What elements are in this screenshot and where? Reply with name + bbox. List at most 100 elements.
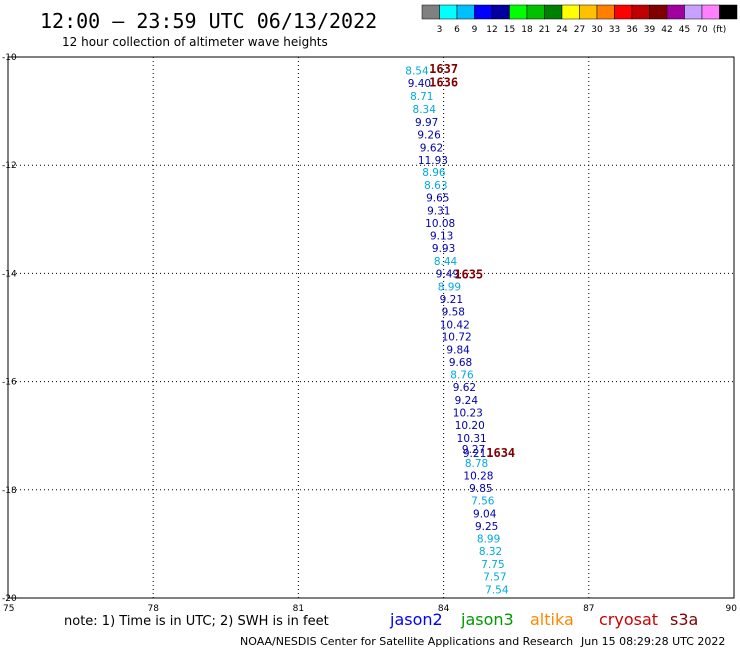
colorbar-label: 45 (679, 25, 690, 35)
legend-item-s3a: s3a (670, 610, 698, 629)
satellite-legend: jason2 jason3 altika cryosat s3a (389, 610, 698, 629)
wave-height-label: 9.68 (449, 357, 472, 369)
wave-height-label: 9.25 (475, 521, 498, 533)
pass-time-label: 1635 (454, 267, 483, 281)
colorbar-swatch (544, 4, 563, 20)
wave-height-label: 8.78 (465, 458, 488, 470)
wave-height-label: 8.99 (438, 281, 461, 293)
wave-height-label: 8.54 (405, 66, 429, 78)
wave-height-label: 10.20 (455, 420, 485, 432)
wave-height-label: 9.26 (417, 129, 441, 141)
legend-item-cryosat: cryosat (599, 610, 658, 629)
footer-timestamp: Jun 15 08:29:28 UTC 2022 (580, 635, 725, 648)
legend-item-altika: altika (530, 610, 574, 629)
colorbar-label: 33 (609, 25, 620, 35)
wave-height-label: 9.04 (473, 509, 497, 521)
y-tick-label: -14 (2, 269, 17, 279)
colorbar-label: 42 (661, 25, 672, 35)
colorbar-swatch (561, 4, 580, 20)
wave-height-label: 8.44 (434, 256, 458, 268)
wave-height-label: 8.76 (450, 370, 474, 382)
wave-height-label: 10.28 (463, 471, 493, 483)
wave-height-label: 7.54 (485, 584, 509, 596)
wave-height-label: 9.24 (455, 395, 479, 407)
wave-height-label: 9.13 (430, 231, 453, 243)
wave-height-label: 9.40 (408, 78, 431, 90)
colorbar-swatch (456, 4, 475, 20)
legend-item-jason2: jason2 (389, 610, 443, 629)
x-tick-label: 87 (583, 604, 594, 614)
wave-height-label: 9.21 (440, 294, 463, 306)
wave-height-label: 8.32 (479, 546, 502, 558)
pass-time-label: 1634 (486, 446, 515, 460)
colorbar-legend: 3 6 9 12 15 18 21 24 27 30 33 36 39 42 45 70 (ft) (421, 4, 738, 35)
wave-height-label: 10.23 (453, 407, 483, 419)
colorbar-swatch (649, 4, 668, 20)
wave-height-label: 10.31 (457, 433, 487, 445)
wave-height-label: 9.84 (446, 345, 470, 357)
y-axis-ticks: -10 -12 -14 -16 -18 -20 (2, 53, 17, 604)
note-text: note: 1) Time is in UTC; 2) SWH is in fe… (64, 614, 329, 629)
colorbar-swatch (421, 4, 440, 20)
wave-height-label: 8.96 (422, 167, 446, 179)
data-points: 8.549.408.718.349.979.269.6211.938.968.6… (405, 66, 509, 597)
x-tick-label: 90 (726, 604, 738, 614)
colorbar-swatch (596, 4, 615, 20)
colorbar-swatch (509, 4, 528, 20)
colorbar-label: 9 (472, 25, 478, 35)
wave-height-label: 9.65 (426, 193, 449, 205)
chart-title: 12:00 – 23:59 UTC 06/13/2022 (40, 9, 377, 33)
colorbar-swatch (701, 4, 720, 20)
pass-time-label: 1637 (429, 62, 458, 76)
colorbar-label: 24 (556, 25, 568, 35)
footer-credit: NOAA/NESDIS Center for Satellite Applica… (240, 635, 573, 648)
wave-height-label: 9.58 (442, 306, 465, 318)
colorbar-swatch (579, 4, 598, 20)
colorbar-swatch (491, 4, 510, 20)
wave-height-label: 9.31 (427, 206, 450, 218)
colorbar-swatch (439, 4, 458, 20)
colorbar-label: 6 (454, 25, 460, 35)
y-tick-label: -16 (2, 378, 17, 388)
colorbar-swatch (474, 4, 493, 20)
x-axis-ticks: 75 78 81 84 87 90 (3, 604, 737, 614)
colorbar-swatch (666, 4, 685, 20)
colorbar-label: 12 (486, 25, 497, 35)
x-tick-label: 75 (3, 604, 14, 614)
wave-height-label: 8.71 (410, 91, 433, 103)
colorbar-label: 21 (539, 25, 550, 35)
wave-height-label: 10.42 (440, 319, 470, 331)
wave-height-label: 9.27 (462, 444, 485, 456)
wave-height-label: 9.93 (432, 243, 455, 255)
wave-height-label: 9.49 (436, 268, 459, 280)
pass-time-label: 1636 (429, 75, 458, 89)
wave-height-label: 7.57 (483, 571, 506, 583)
wave-height-label: 8.34 (413, 104, 437, 116)
colorbar-label: 27 (574, 25, 585, 35)
wave-height-label: 9.97 (415, 117, 438, 129)
colorbar-swatch (526, 4, 545, 20)
legend-item-jason3: jason3 (460, 610, 514, 629)
wave-height-label: 10.08 (425, 218, 455, 230)
colorbar-label: 3 (437, 25, 443, 35)
colorbar-label: 30 (591, 25, 603, 35)
wave-height-label: 8.99 (477, 533, 500, 545)
x-tick-label: 84 (438, 604, 450, 614)
colorbar-label: (ft) (713, 25, 727, 35)
wave-height-label: 9.85 (469, 483, 492, 495)
wave-height-label: 8.63 (424, 180, 447, 192)
colorbar-swatch (684, 4, 703, 20)
chart-subtitle: 12 hour collection of altimeter wave hei… (62, 35, 328, 49)
colorbar-swatch (614, 4, 633, 20)
colorbar-swatch (631, 4, 650, 20)
wave-height-label: 9.62 (453, 382, 476, 394)
wave-height-label: 10.72 (442, 332, 472, 344)
y-tick-label: -18 (2, 486, 17, 496)
wave-height-label: 9.62 (420, 142, 443, 154)
y-tick-label: -20 (2, 594, 17, 604)
colorbar-label: 36 (626, 25, 638, 35)
wave-height-label: 9.21 (463, 448, 486, 460)
y-tick-label: -12 (2, 161, 17, 171)
